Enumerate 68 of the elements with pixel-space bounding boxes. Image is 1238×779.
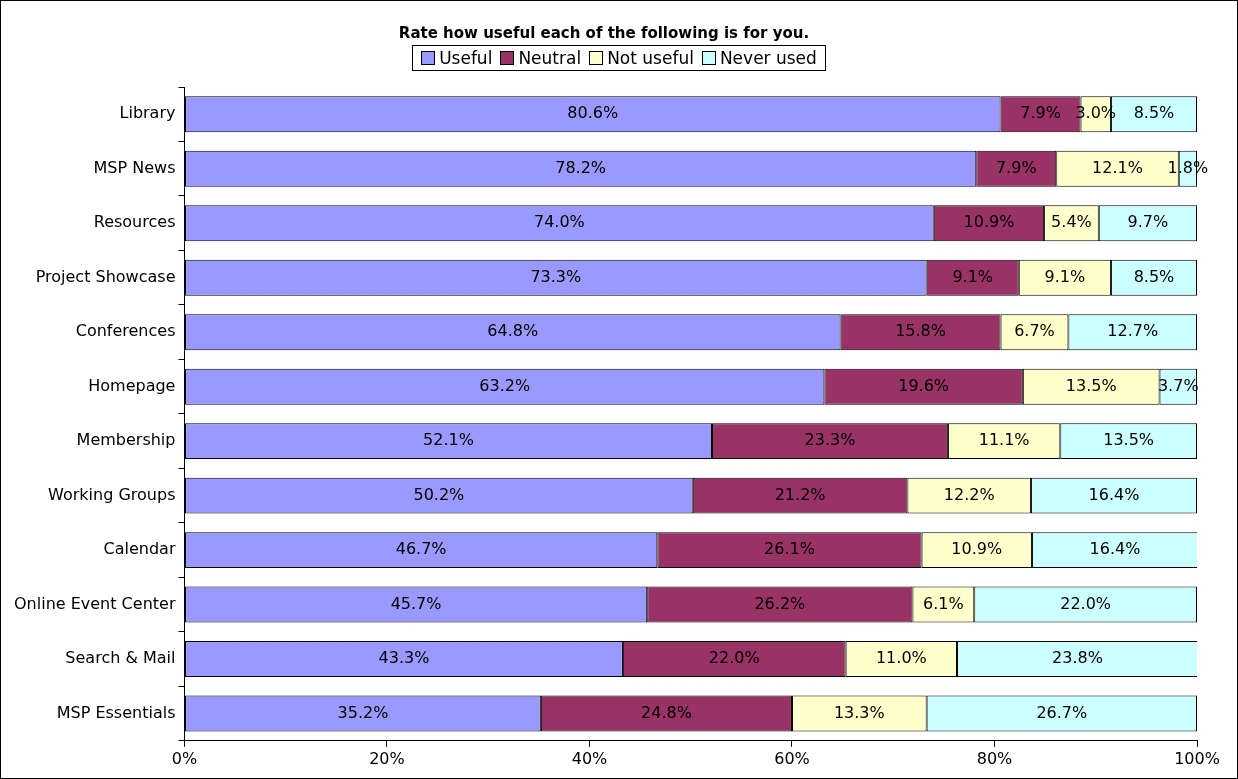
y-tick-label: Calendar bbox=[103, 539, 176, 559]
data-label: 8.5% bbox=[1133, 103, 1175, 123]
y-tick-label: Project Showcase bbox=[35, 266, 176, 286]
data-label: 16.4% bbox=[1089, 539, 1141, 559]
y-tick-label: Online Event Center bbox=[14, 593, 176, 613]
data-label: 19.6% bbox=[898, 375, 950, 395]
x-tick-label: 20% bbox=[369, 748, 405, 768]
data-label: 5.4% bbox=[1051, 212, 1092, 232]
data-label: 16.4% bbox=[1088, 484, 1140, 504]
data-label: 10.9% bbox=[963, 212, 1015, 232]
data-label: 13.5% bbox=[1065, 375, 1117, 395]
data-label: 11.1% bbox=[978, 430, 1030, 450]
data-label: 26.2% bbox=[754, 593, 806, 613]
data-label: 64.8% bbox=[487, 321, 539, 341]
data-label: 6.1% bbox=[923, 593, 964, 613]
data-label: 26.1% bbox=[764, 539, 815, 559]
data-label: 26.7% bbox=[1036, 702, 1088, 722]
data-label: 9.1% bbox=[952, 266, 994, 286]
legend-label: Never used bbox=[719, 48, 817, 68]
y-tick-label: Search & Mail bbox=[65, 648, 176, 668]
data-label: 9.1% bbox=[1044, 266, 1086, 286]
y-tick-label: Membership bbox=[76, 430, 176, 450]
data-label: 24.8% bbox=[641, 702, 692, 722]
data-label: 45.7% bbox=[390, 593, 442, 613]
data-label: 52.1% bbox=[423, 430, 474, 450]
data-label: 12.2% bbox=[943, 484, 995, 504]
x-tick-label: 60% bbox=[774, 748, 810, 768]
chart-title: Rate how useful each of the following is for you. bbox=[398, 23, 810, 42]
data-label: 46.7% bbox=[395, 539, 447, 559]
x-tick-label: 40% bbox=[571, 748, 608, 768]
data-label: 74.0% bbox=[533, 212, 585, 232]
legend-label: Neutral bbox=[518, 48, 582, 68]
y-tick-label: Library bbox=[119, 103, 176, 123]
data-label: 73.3% bbox=[530, 266, 582, 286]
y-tick-label: Homepage bbox=[88, 375, 176, 395]
y-tick-label: Conferences bbox=[75, 321, 176, 341]
data-label: 22.0% bbox=[708, 648, 760, 668]
data-label: 80.6% bbox=[567, 103, 619, 123]
data-label: 15.8% bbox=[895, 321, 946, 341]
x-tick-label: 0% bbox=[171, 748, 198, 768]
data-label: 35.2% bbox=[337, 702, 389, 722]
series-label: Useful bbox=[439, 48, 493, 68]
data-label: 7.9% bbox=[1020, 103, 1061, 123]
data-label: 21.2% bbox=[774, 484, 826, 504]
data-label: 22.0% bbox=[1060, 593, 1112, 613]
data-label: 43.3% bbox=[378, 648, 430, 668]
y-tick-label: MSP Essentials bbox=[56, 702, 176, 722]
data-label: 8.5% bbox=[1133, 266, 1175, 286]
data-label: 6.7% bbox=[1014, 321, 1055, 341]
x-tick-label: 80% bbox=[976, 748, 1013, 768]
y-tick-label: Working Groups bbox=[48, 484, 176, 504]
data-label: 78.2% bbox=[555, 157, 607, 177]
data-label: 50.2% bbox=[413, 484, 465, 504]
data-label: 12.1% bbox=[1092, 157, 1143, 177]
data-label: 63.2% bbox=[479, 375, 531, 395]
data-label: 9.7% bbox=[1127, 212, 1169, 232]
y-tick-label: Resources bbox=[93, 212, 176, 232]
data-label: 13.5% bbox=[1103, 430, 1155, 450]
data-label: 10.9% bbox=[951, 539, 1003, 559]
data-label: 11.0% bbox=[875, 648, 927, 668]
y-tick-label: MSP News bbox=[93, 157, 176, 177]
data-label: 23.3% bbox=[804, 430, 856, 450]
legend-label: Not useful bbox=[607, 48, 694, 68]
x-tick-label: 100% bbox=[1174, 748, 1220, 768]
data-label: 13.3% bbox=[833, 702, 885, 722]
data-label: 7.9% bbox=[995, 157, 1037, 177]
data-label: 23.8% bbox=[1052, 648, 1103, 668]
data-label: 12.7% bbox=[1107, 321, 1159, 341]
